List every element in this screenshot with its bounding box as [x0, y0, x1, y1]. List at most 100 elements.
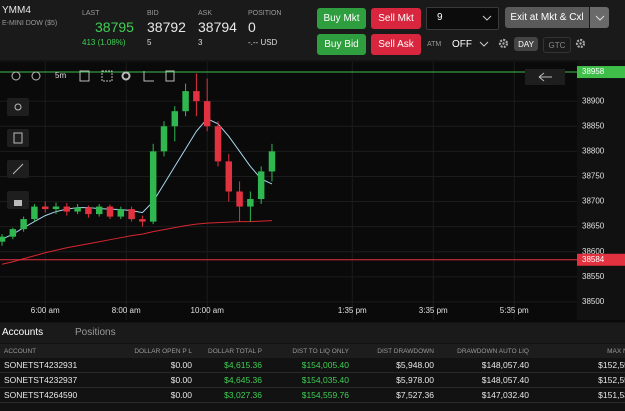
interval[interactable]: 5m [55, 71, 66, 80]
cell: SONETST4232937 [0, 372, 118, 388]
y-tick-label: 38750 [582, 172, 605, 181]
cell: $3,027.36 [196, 387, 266, 403]
cell: $152,557. [533, 358, 625, 373]
candle-body [182, 91, 189, 112]
candle-body [95, 206, 103, 215]
quantity: 9 [437, 12, 443, 23]
y-tick-label: 38850 [582, 121, 605, 130]
y-tick-label: 38650 [582, 222, 605, 231]
day-button[interactable]: DAY [514, 37, 538, 51]
template-icon[interactable] [165, 70, 175, 82]
cell: $7,527.36 [353, 387, 438, 403]
price-level-tag [577, 66, 625, 79]
column-header: DRAWDOWN AUTO LIQ [438, 344, 533, 358]
candle-body [52, 206, 60, 210]
header-row: ACCOUNT DOLLAR OPEN P L DOLLAR TOTAL P DIST… [0, 344, 625, 358]
buy-market-button[interactable]: Buy Mkt [317, 8, 366, 29]
y-tick-label: 38700 [582, 197, 605, 206]
column-header: MAX NET [533, 344, 625, 358]
cell: $0.00 [118, 372, 196, 388]
last-label: LAST [82, 10, 100, 17]
candle-body [247, 199, 254, 207]
dropdown-chevron [482, 15, 492, 21]
lock-icon [14, 200, 22, 206]
candle-body [31, 206, 38, 220]
x-tick-label: 5:35 pm [500, 306, 529, 315]
symbol: YMM4 [2, 5, 31, 16]
cell: $0.00 [118, 387, 196, 403]
notes-tool[interactable] [7, 129, 29, 147]
candle-body [193, 91, 200, 102]
ask-label: ASK [198, 10, 213, 17]
x-tick-label: 3:35 pm [419, 306, 448, 315]
sell-market-button[interactable]: Sell Mkt [371, 8, 421, 29]
candle-body [63, 206, 71, 212]
cell: $151,532. [533, 387, 625, 403]
dropdown-chevron [595, 15, 604, 21]
crosshair-icon [14, 103, 22, 111]
exit-dropdown[interactable] [590, 7, 609, 28]
candle-type-icon[interactable] [79, 70, 90, 82]
quantity-input[interactable]: 9 [426, 7, 499, 30]
ask: 38794 [198, 19, 237, 35]
settings-icon[interactable] [575, 38, 586, 49]
buy-bid-button[interactable]: Buy Bid [317, 34, 366, 55]
column-header: ACCOUNT [0, 344, 118, 358]
candle-body [203, 101, 211, 127]
accounts-table: ACCOUNT DOLLAR OPEN P L DOLLAR TOTAL P DIST… [0, 344, 625, 403]
column-header: DOLLAR TOTAL P [196, 344, 266, 358]
arrow-icon [538, 72, 552, 82]
zoom-in-icon[interactable] [11, 71, 21, 81]
tab[interactable]: Positions [75, 327, 116, 338]
tab[interactable]: Accounts [2, 327, 44, 338]
price-level-tag [577, 253, 625, 266]
exit-button[interactable]: Exit at Mkt & Cxl [505, 7, 589, 28]
chart-toolbar: 5m [7, 69, 565, 209]
crosshair-tool[interactable] [7, 98, 29, 116]
y-tick-label: 38900 [582, 96, 605, 105]
x-tick-label: 1:35 pm [338, 306, 367, 315]
indicator-icon[interactable] [143, 71, 154, 82]
candle-body [9, 229, 17, 237]
atm-value: OFF [452, 39, 472, 50]
x-tick-label: 8:00 am [112, 306, 141, 315]
settings-icon[interactable] [498, 38, 509, 49]
cell: $5,978.00 [353, 372, 438, 388]
candle-body [117, 209, 125, 217]
cell: $4,645.36 [196, 372, 266, 388]
plot-area: 38500 38550 38600 38650 38700 38750 38800 38850… [0, 62, 625, 320]
account-row: SONETST4232931 $0.00 $4,615.36 $154,005.40 $… [0, 358, 625, 373]
moving-average-line [1, 118, 273, 240]
gtc-button[interactable]: GTC [543, 37, 571, 53]
symbol-description: E-MINI DOW ($5) [2, 20, 58, 27]
x-tick-label: 6:00 am [31, 306, 60, 315]
column-header: DIST DRAWDOWN [353, 344, 438, 358]
cell: $148,057.40 [438, 372, 533, 388]
bid-label: BID [147, 10, 159, 17]
sell-ask-button[interactable]: Sell Ask [371, 34, 421, 55]
price-axis [577, 62, 625, 320]
bid: 38792 [147, 19, 186, 35]
zoom-out-icon[interactable] [31, 71, 41, 81]
settings-icon[interactable] [121, 71, 131, 81]
moving-average-line [1, 220, 272, 265]
candle-body [236, 191, 243, 207]
cell: $5,948.00 [353, 358, 438, 373]
candle-body [85, 207, 92, 215]
column-header: DOLLAR OPEN P L [118, 344, 196, 358]
cell: SONETST4264590 [0, 387, 118, 403]
candle-body [149, 151, 157, 222]
candle-body [171, 111, 179, 127]
candle-body [0, 236, 6, 242]
cell: $154,559.76 [266, 387, 353, 403]
tab-bar [0, 323, 625, 343]
y-tick-label: 38600 [582, 247, 605, 256]
cell: SONETST4232931 [0, 358, 118, 373]
x-tick-label: 10:00 am [191, 306, 225, 315]
y-tick-label: 38550 [582, 272, 605, 281]
cell: $154,005.40 [266, 358, 353, 373]
cell: $154,035.40 [266, 372, 353, 388]
account-row: SONETST4232937 $0.00 $4,645.36 $154,035.40 $… [0, 372, 625, 388]
atm-select[interactable]: OFF [441, 34, 494, 56]
select-icon[interactable] [101, 70, 113, 82]
